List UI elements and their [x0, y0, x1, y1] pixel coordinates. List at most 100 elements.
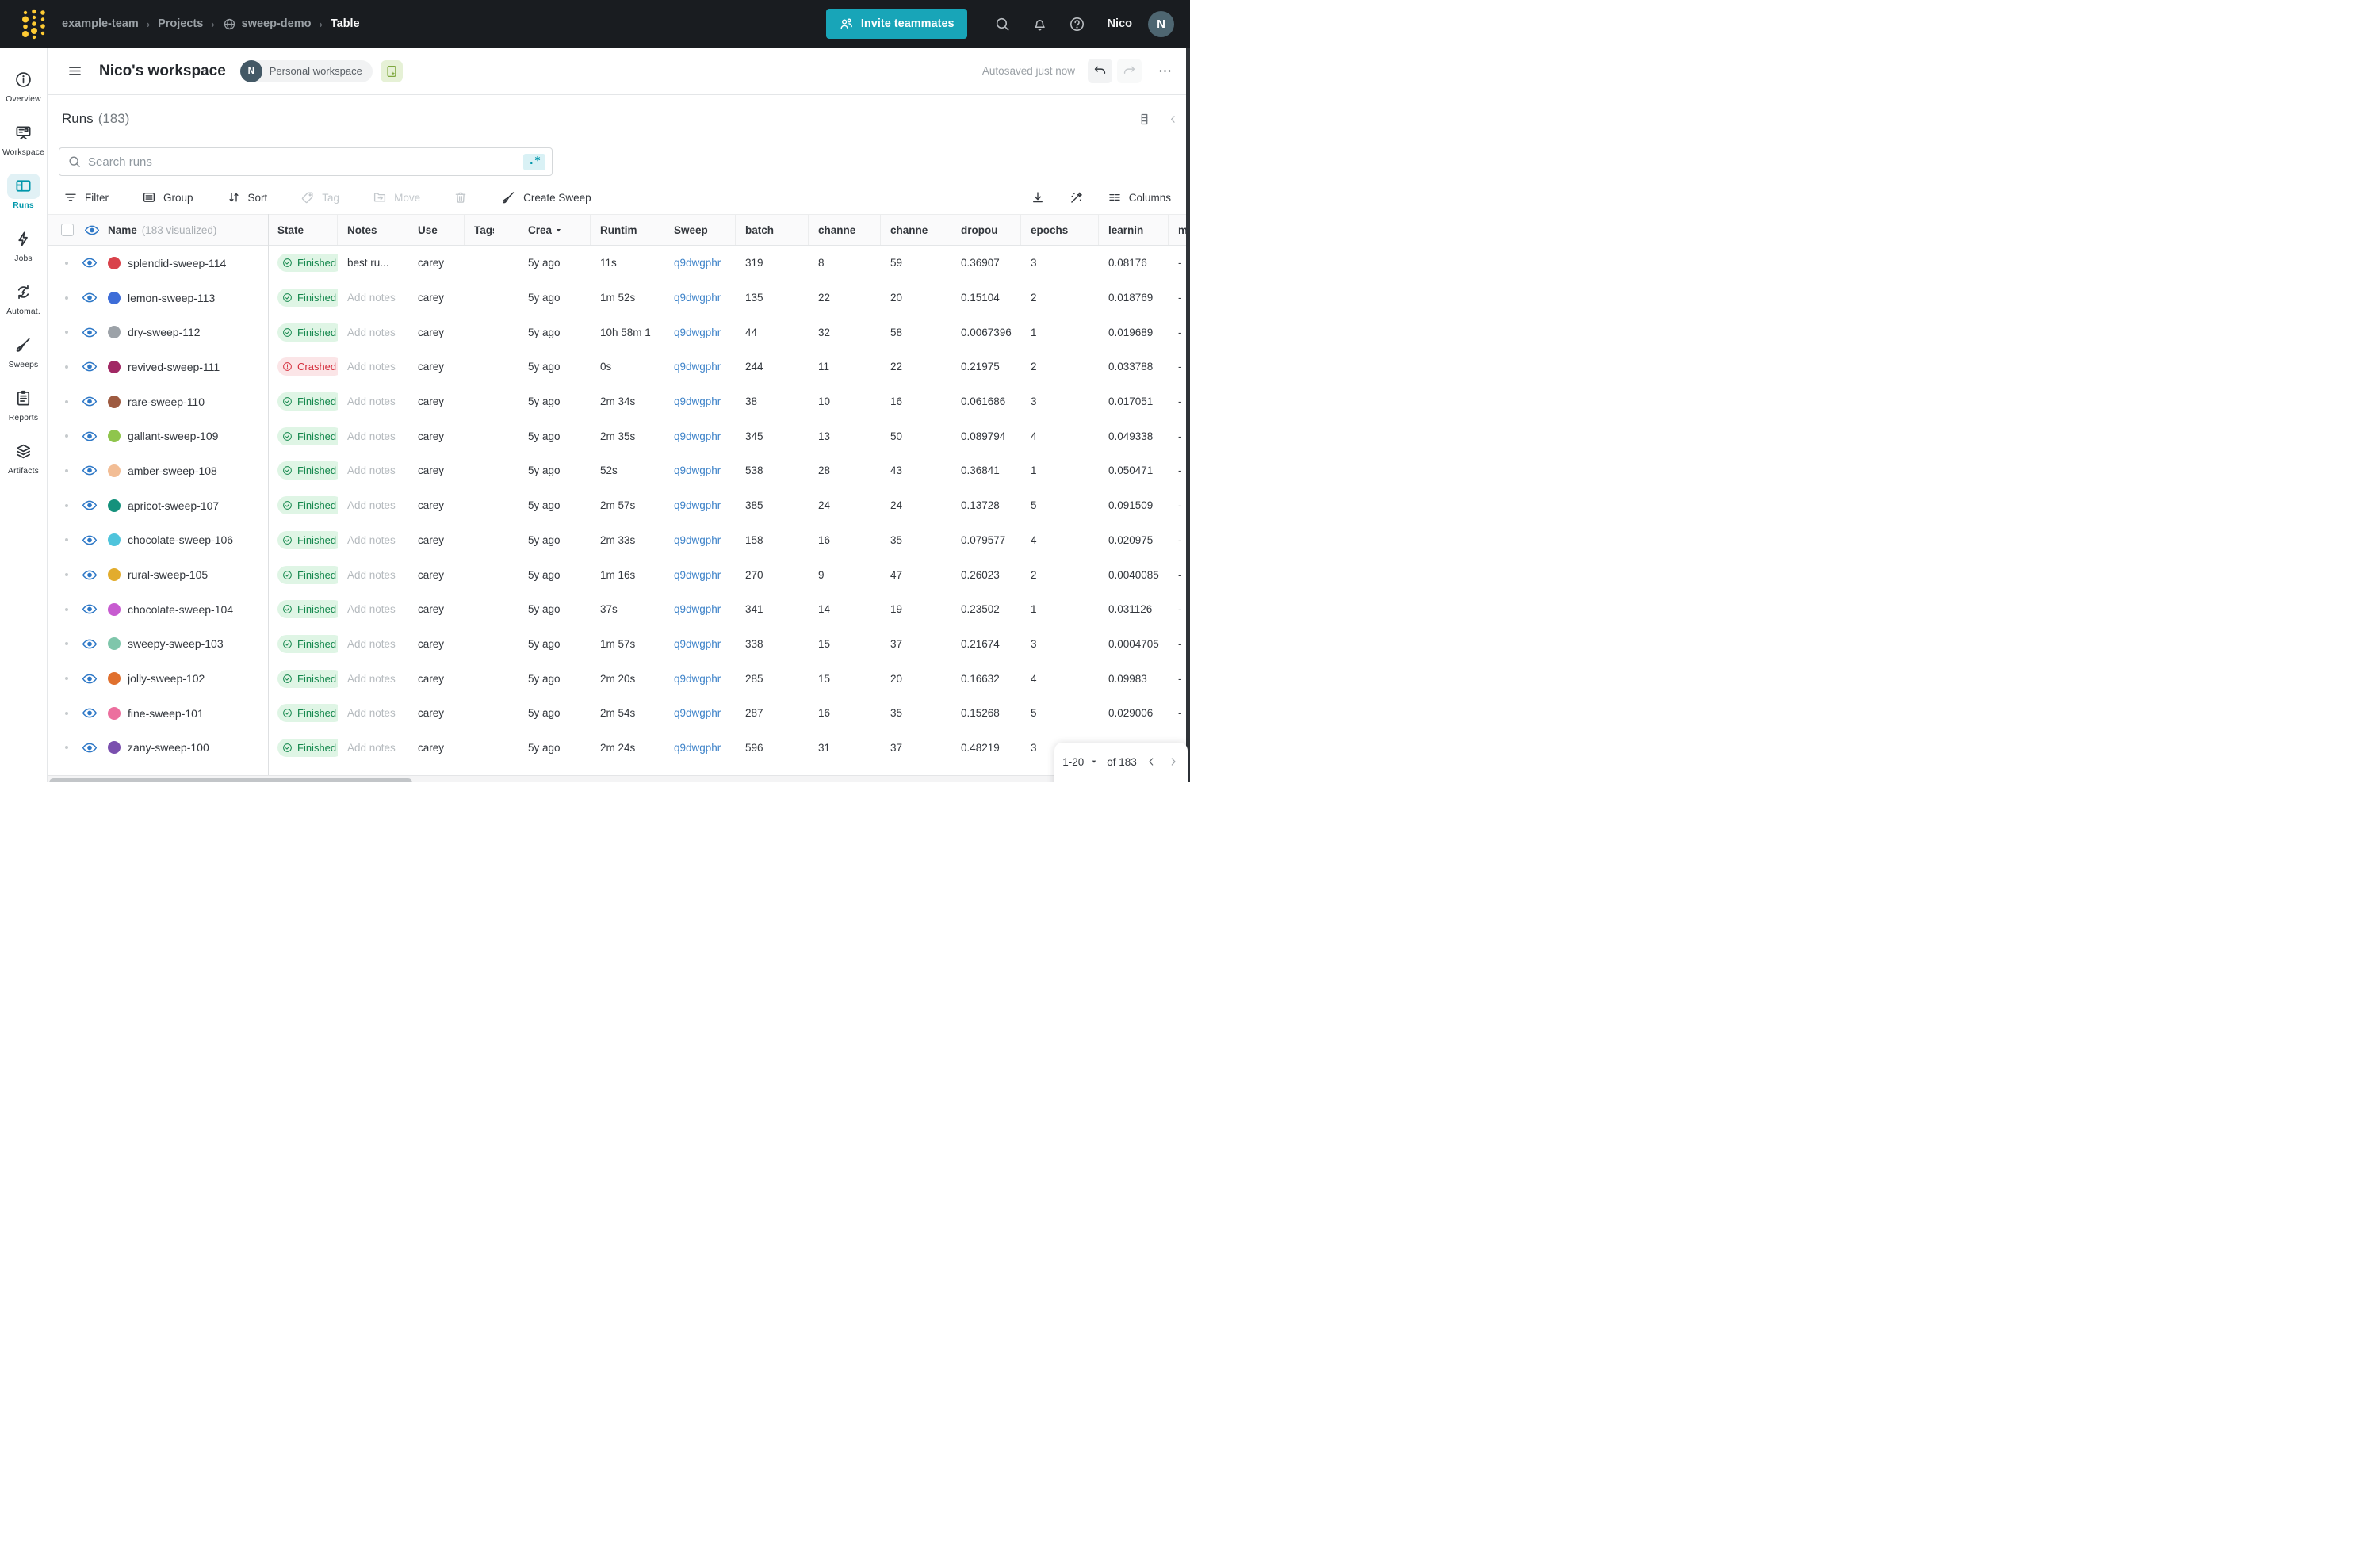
table-row[interactable]: apricot-sweep-107 Finished Add notes carey 5… — [48, 488, 1190, 523]
notes-value[interactable]: Add notes — [347, 499, 396, 512]
notes-value[interactable]: Add notes — [347, 672, 396, 685]
tag-button[interactable]: Tag — [293, 185, 347, 210]
visibility-eye-icon[interactable] — [82, 361, 98, 373]
notes-cell[interactable]: Add notes — [338, 499, 408, 511]
sweep-link[interactable]: q9dwgphr — [674, 326, 721, 338]
search-input[interactable] — [88, 155, 524, 169]
sidebar-item-automations[interactable]: Automat. — [1, 271, 47, 324]
table-row[interactable]: gallant-sweep-109 Finished Add notes carey 5… — [48, 418, 1190, 453]
visibility-eye-icon[interactable] — [82, 534, 98, 546]
drag-handle[interactable] — [65, 677, 68, 681]
group-button[interactable]: Group — [134, 185, 201, 210]
sweep-link[interactable]: q9dwgphr — [674, 499, 721, 512]
run-color-dot[interactable] — [108, 291, 121, 304]
wandb-logo-icon[interactable] — [21, 8, 48, 40]
notifications-button[interactable] — [1027, 11, 1053, 37]
run-name-link[interactable]: amber-sweep-108 — [128, 464, 217, 477]
notes-cell[interactable]: Add notes — [338, 430, 408, 442]
sweep-link[interactable]: q9dwgphr — [674, 603, 721, 616]
horizontal-scrollbar[interactable] — [48, 775, 1190, 782]
sweep-link[interactable]: q9dwgphr — [674, 741, 721, 754]
drag-handle[interactable] — [65, 538, 68, 542]
personal-workspace-badge[interactable]: N Personal workspace — [239, 59, 373, 82]
redo-button[interactable] — [1117, 59, 1142, 83]
notes-cell[interactable]: Add notes — [338, 396, 408, 407]
sidebar-item-runs[interactable]: Runs — [1, 165, 47, 218]
previous-page-button[interactable] — [1143, 754, 1159, 770]
notes-value[interactable]: Add notes — [347, 741, 396, 754]
table-row[interactable]: amber-sweep-108 Finished Add notes carey 5y … — [48, 453, 1190, 488]
visibility-eye-icon[interactable] — [82, 742, 98, 754]
sidebar-item-sweeps[interactable]: Sweeps — [1, 324, 47, 377]
run-name-link[interactable]: jolly-sweep-102 — [128, 672, 205, 686]
drag-handle[interactable] — [65, 746, 68, 750]
visibility-eye-icon[interactable] — [82, 499, 98, 511]
collapse-panel-button[interactable] — [1162, 109, 1179, 130]
notes-cell[interactable]: Add notes — [338, 464, 408, 476]
sweep-link[interactable]: q9dwgphr — [674, 396, 721, 408]
table-row[interactable]: rural-sweep-105 Finished Add notes carey 5y … — [48, 557, 1190, 592]
table-row[interactable]: revived-sweep-111 Crashed Add notes carey 5y… — [48, 350, 1190, 384]
breadcrumb-table[interactable]: Table — [330, 17, 360, 30]
visibility-eye-icon[interactable] — [82, 603, 98, 615]
notes-cell[interactable]: Add notes — [338, 569, 408, 581]
column-header-batch-[interactable]: batch_ — [736, 215, 809, 245]
sidebar-item-jobs[interactable]: Jobs — [1, 218, 47, 271]
panel-layout-button[interactable] — [1133, 107, 1156, 132]
drag-handle[interactable] — [65, 711, 68, 715]
run-name-link[interactable]: dry-sweep-112 — [128, 326, 201, 339]
run-color-dot[interactable] — [108, 568, 121, 582]
run-color-dot[interactable] — [108, 430, 121, 443]
help-button[interactable] — [1064, 11, 1090, 37]
column-header-state[interactable]: State — [268, 215, 338, 245]
run-color-dot[interactable] — [108, 637, 121, 651]
page-size-dropdown[interactable]: 1-20 — [1061, 755, 1099, 770]
avatar[interactable]: N — [1148, 10, 1174, 37]
sweep-link[interactable]: q9dwgphr — [674, 637, 721, 650]
global-search-button[interactable] — [989, 11, 1016, 37]
visibility-eye-icon[interactable] — [82, 638, 98, 650]
breadcrumb-project[interactable]: sweep-demo — [223, 17, 311, 31]
sidebar-item-artifacts[interactable]: Artifacts — [1, 430, 47, 483]
sidebar-item-workspace[interactable]: Workspace — [1, 112, 47, 165]
notes-cell[interactable]: Add notes — [338, 638, 408, 650]
workspace-menu-button[interactable] — [63, 59, 86, 82]
select-all-checkbox[interactable] — [61, 224, 74, 236]
sidebar-item-reports[interactable]: Reports — [1, 377, 47, 430]
scrollbar-thumb[interactable] — [49, 778, 412, 782]
notes-value[interactable]: Add notes — [347, 533, 396, 546]
create-sweep-button[interactable]: Create Sweep — [493, 185, 599, 211]
notes-cell[interactable]: Add notes — [338, 742, 408, 754]
breadcrumb-projects[interactable]: Projects — [158, 17, 204, 30]
drag-handle[interactable] — [65, 468, 68, 472]
drag-handle[interactable] — [65, 434, 68, 438]
table-row[interactable]: sweepy-sweep-103 Finished Add notes carey 5y… — [48, 627, 1190, 662]
visibility-eye-icon[interactable] — [84, 224, 100, 236]
run-name-link[interactable]: rare-sweep-110 — [128, 395, 205, 408]
column-header-tags[interactable]: Tags — [465, 215, 518, 245]
run-color-dot[interactable] — [108, 395, 121, 408]
notes-cell[interactable]: Add notes — [338, 361, 408, 373]
visibility-eye-icon[interactable] — [82, 327, 98, 338]
column-header-channe[interactable]: channe — [809, 215, 881, 245]
run-name-link[interactable]: rural-sweep-105 — [128, 568, 209, 582]
drag-handle[interactable] — [65, 331, 68, 334]
sweep-link[interactable]: q9dwgphr — [674, 430, 721, 442]
panel-resize-divider[interactable] — [1186, 48, 1190, 782]
drag-handle[interactable] — [65, 642, 68, 646]
run-name-link[interactable]: chocolate-sweep-106 — [128, 533, 234, 547]
move-button[interactable]: Move — [365, 185, 428, 210]
notes-cell[interactable]: best ru... — [338, 257, 408, 269]
run-color-dot[interactable] — [108, 706, 121, 720]
workspace-title[interactable]: Nico's workspace — [99, 62, 226, 79]
notes-value[interactable]: Add notes — [347, 292, 396, 304]
export-button[interactable] — [1023, 185, 1053, 210]
table-row[interactable]: chocolate-sweep-104 Finished Add notes care… — [48, 592, 1190, 627]
visibility-eye-icon[interactable] — [82, 569, 98, 581]
notes-value[interactable]: Add notes — [347, 326, 396, 338]
sweep-link[interactable]: q9dwgphr — [674, 257, 721, 269]
column-header-sweep[interactable]: Sweep — [664, 215, 736, 245]
visibility-eye-icon[interactable] — [82, 464, 98, 476]
sweep-link[interactable]: q9dwgphr — [674, 533, 721, 546]
table-row[interactable]: jolly-sweep-102 Finished Add notes carey 5y … — [48, 661, 1190, 696]
